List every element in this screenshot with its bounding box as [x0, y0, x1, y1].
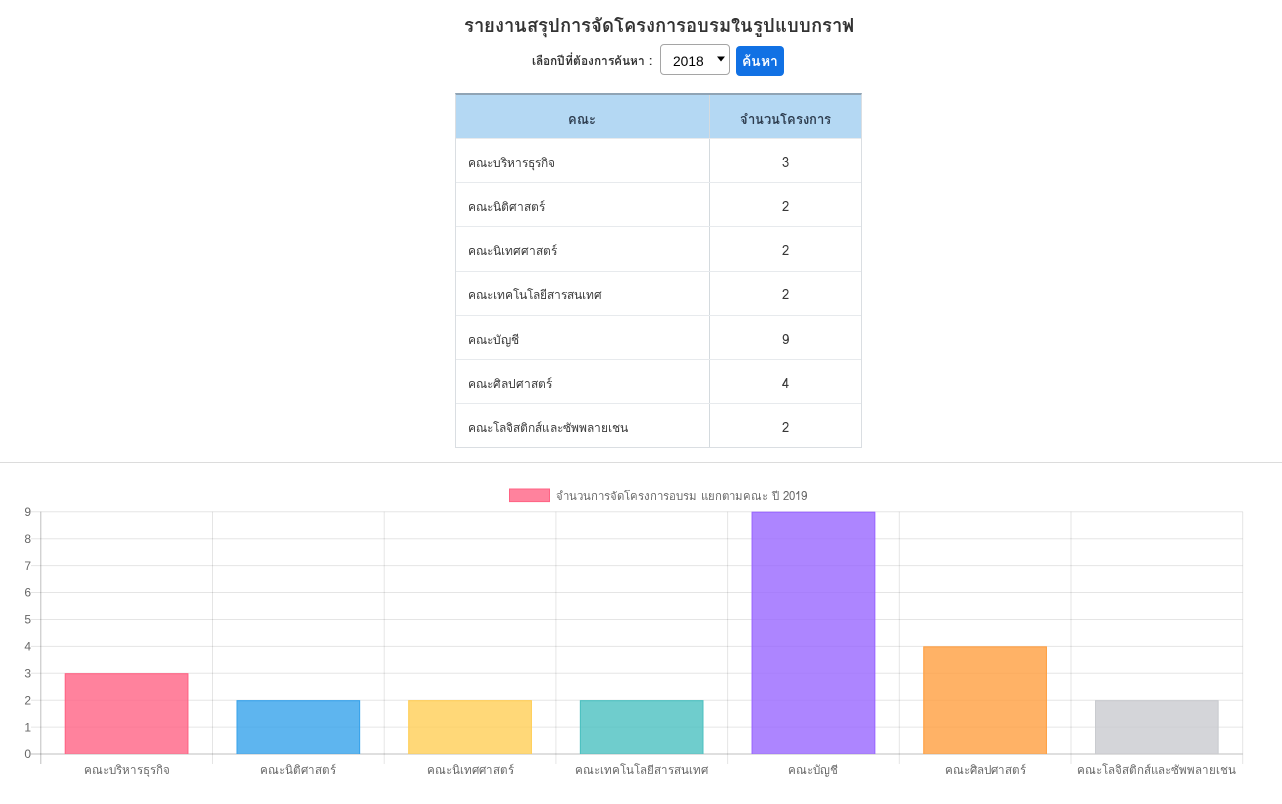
svg-text:2: 2: [24, 693, 31, 707]
svg-text:6: 6: [24, 586, 31, 600]
svg-text:5: 5: [24, 613, 31, 627]
svg-text:3: 3: [24, 667, 31, 681]
svg-text:4: 4: [24, 640, 31, 654]
svg-text:9: 9: [24, 505, 31, 519]
svg-text:0: 0: [24, 747, 31, 761]
svg-text:1: 1: [24, 720, 31, 734]
svg-text:7: 7: [24, 559, 31, 573]
svg-text:8: 8: [24, 532, 31, 546]
